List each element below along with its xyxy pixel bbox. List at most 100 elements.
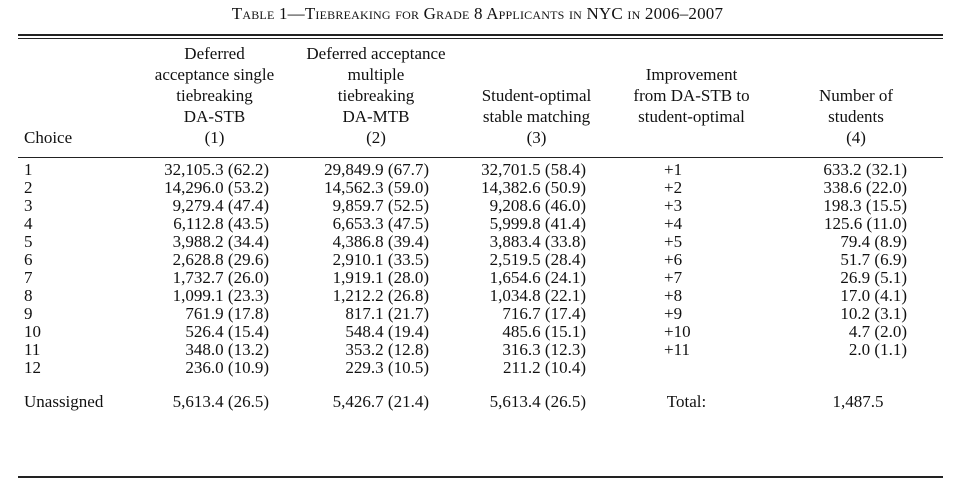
cell-student-optimal: 485.6 (15.1) (502, 322, 586, 341)
cell-number-of-students: 633.2 (32.1) (823, 160, 907, 179)
cell-da-mtb: 4,386.8 (39.4) (332, 232, 429, 251)
cell-improvement: +9 (664, 304, 683, 323)
cell-choice: 7 (24, 268, 33, 287)
cell-improvement: +3 (664, 196, 683, 215)
cell-da-stb: 1,099.1 (23.3) (172, 286, 269, 305)
header-col2-line: (2) (366, 128, 386, 147)
header-col3-line: stable matching (482, 107, 591, 126)
cell-improvement: +11 (664, 340, 690, 359)
header-col5-line: (4) (846, 128, 866, 147)
header-row: Choice Deferred acceptance single tiebre… (18, 43, 943, 151)
cell-da-mtb: 2,910.1 (33.5) (332, 250, 429, 269)
cell-choice: 10 (24, 322, 41, 341)
cell-da-stb: 6,112.8 (43.5) (173, 214, 269, 233)
header-col3-line: Student-optimal (481, 86, 592, 105)
header-rule (18, 157, 943, 158)
cell-student-optimal: 5,613.4 (26.5) (489, 392, 586, 411)
header-col5-line: Number of (818, 86, 894, 105)
header-col2-line: tiebreaking (337, 86, 415, 105)
header-col5-line: students (828, 107, 884, 126)
cell-da-stb: 526.4 (15.4) (185, 322, 269, 341)
cell-choice: 4 (24, 214, 33, 233)
header-col1-line: DA-STB (183, 107, 246, 126)
table-row: 8 1,099.1 (23.3) 1,212.2 (26.8) 1,034.8 (22… (18, 287, 943, 305)
cell-da-stb: 3,988.2 (34.4) (172, 232, 269, 251)
cell-da-mtb: 1,212.2 (26.8) (332, 286, 429, 305)
cell-da-stb: 1,732.7 (26.0) (172, 268, 269, 287)
top-rule-thick (18, 34, 943, 36)
cell-student-optimal: 1,034.8 (22.1) (489, 286, 586, 305)
table-row: 11 348.0 (13.2) 353.2 (12.8) 316.3 (12.3) +1… (18, 341, 943, 359)
cell-da-stb: 236.0 (10.9) (185, 358, 269, 377)
cell-number-of-students: 338.6 (22.0) (823, 178, 907, 197)
header-col1-line: acceptance single (154, 65, 275, 84)
cell-number-of-students: 79.4 (8.9) (840, 232, 907, 251)
cell-improvement: +1 (664, 160, 683, 179)
table-row: 4 6,112.8 (43.5) 6,653.3 (47.5) 5,999.8 (41… (18, 215, 943, 233)
cell-total-label: Total: (666, 392, 707, 411)
header-col3: Student-optimal stable matching (3) (459, 43, 614, 151)
cell-choice: 2 (24, 178, 33, 197)
header-col2-line: multiple (347, 65, 405, 84)
table-row: 7 1,732.7 (26.0) 1,919.1 (28.0) 1,654.6 (24… (18, 269, 943, 287)
cell-number-of-students: 17.0 (4.1) (840, 286, 907, 305)
table-row: 2 14,296.0 (53.2) 14,562.3 (59.0) 14,382.6 … (18, 179, 943, 197)
cell-improvement (614, 359, 769, 377)
cell-unassigned-label: Unassigned (24, 392, 104, 411)
cell-student-optimal: 1,654.6 (24.1) (489, 268, 586, 287)
cell-improvement: +6 (664, 250, 683, 269)
cell-da-mtb: 6,653.3 (47.5) (332, 214, 429, 233)
cell-da-mtb: 229.3 (10.5) (345, 358, 429, 377)
cell-student-optimal: 9,208.6 (46.0) (489, 196, 586, 215)
table-row: 3 9,279.4 (47.4) 9,859.7 (52.5) 9,208.6 (46… (18, 197, 943, 215)
header-col4-line: Improvement (645, 65, 738, 84)
cell-da-stb: 761.9 (17.8) (185, 304, 269, 323)
header-col2: Deferred acceptance multiple tiebreaking… (293, 43, 459, 151)
cell-choice: 1 (24, 160, 33, 179)
cell-choice: 9 (24, 304, 33, 323)
cell-student-optimal: 316.3 (12.3) (502, 340, 586, 359)
cell-choice: 11 (24, 340, 41, 359)
cell-student-optimal: 2,519.5 (28.4) (489, 250, 586, 269)
cell-da-mtb: 14,562.3 (59.0) (324, 178, 429, 197)
cell-student-optimal: 3,883.4 (33.8) (489, 232, 586, 251)
table-row: 10 526.4 (15.4) 548.4 (19.4) 485.6 (15.1) +1… (18, 323, 943, 341)
cell-choice: 3 (24, 196, 33, 215)
cell-improvement: +8 (664, 286, 683, 305)
cell-improvement: +2 (664, 178, 683, 197)
header-col4-line: student-optimal (638, 107, 745, 126)
cell-student-optimal: 5,999.8 (41.4) (489, 214, 586, 233)
cell-da-stb: 2,628.8 (29.6) (172, 250, 269, 269)
cell-choice: 5 (24, 232, 33, 251)
bottom-rule (18, 476, 943, 478)
cell-improvement: +10 (664, 322, 691, 341)
header-col1-line: (1) (204, 128, 225, 147)
header-col1-line: Deferred (184, 44, 245, 63)
cell-number-of-students: 198.3 (15.5) (823, 196, 907, 215)
cell-number-of-students: 51.7 (6.9) (840, 250, 907, 269)
cell-number-of-students: 125.6 (11.0) (824, 214, 907, 233)
spacer-row (18, 377, 943, 392)
table-row: 6 2,628.8 (29.6) 2,910.1 (33.5) 2,519.5 (28… (18, 251, 943, 269)
table-title: Table 1—Tiebreaking for Grade 8 Applican… (231, 4, 724, 23)
cell-student-optimal: 32,701.5 (58.4) (481, 160, 586, 179)
header-col5: Number of students (4) (769, 43, 943, 151)
cell-number-of-students: 10.2 (3.1) (840, 304, 907, 323)
cell-improvement: +4 (664, 214, 683, 233)
cell-total-value: 1,487.5 (832, 392, 884, 411)
header-choice-label: Choice (24, 128, 73, 147)
table-row: 12 236.0 (10.9) 229.3 (10.5) 211.2 (10.4) (18, 359, 943, 377)
cell-improvement: +7 (664, 268, 683, 287)
cell-number-of-students: 4.7 (2.0) (848, 322, 907, 341)
cell-student-optimal: 716.7 (17.4) (502, 304, 586, 323)
table-row: 9 761.9 (17.8) 817.1 (21.7) 716.7 (17.4) +9 1… (18, 305, 943, 323)
header-col4-line: from DA-STB to (633, 86, 750, 105)
cell-student-optimal: 14,382.6 (50.9) (481, 178, 586, 197)
cell-student-optimal: 211.2 (10.4) (503, 358, 586, 377)
header-col4: Improvement from DA-STB to student-optim… (614, 43, 769, 151)
cell-da-mtb: 817.1 (21.7) (345, 304, 429, 323)
spacer-cell (18, 377, 943, 392)
table-row: 1 32,105.3 (62.2) 29,849.9 (67.7) 32,701.5 … (18, 161, 943, 179)
cell-da-mtb: 29,849.9 (67.7) (324, 160, 429, 179)
cell-da-mtb: 9,859.7 (52.5) (332, 196, 429, 215)
